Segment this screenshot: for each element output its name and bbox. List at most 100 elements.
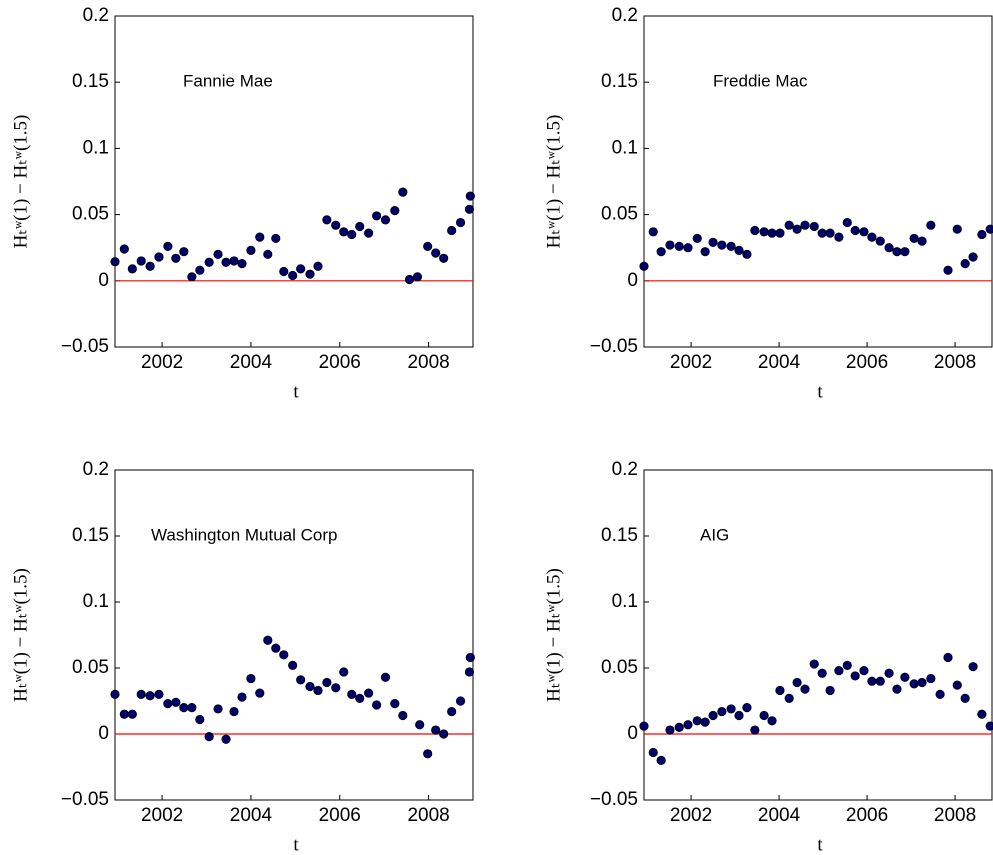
data-point xyxy=(305,269,315,279)
data-point xyxy=(404,274,415,285)
data-point xyxy=(900,672,910,682)
data-point xyxy=(439,253,449,263)
data-point xyxy=(119,709,129,719)
data-point xyxy=(648,747,658,758)
data-point xyxy=(834,232,844,242)
data-point xyxy=(179,247,189,257)
x-axis-label: t xyxy=(293,834,299,855)
data-point xyxy=(221,734,231,744)
data-point xyxy=(639,721,649,731)
x-axis-label: t xyxy=(817,381,823,402)
x-axis-label: t xyxy=(817,834,823,855)
data-point xyxy=(171,697,181,707)
data-point xyxy=(213,249,223,259)
data-point xyxy=(867,232,877,242)
y-axis-label: Hₜʷ(1) − Hₜʷ(1.5) xyxy=(543,568,564,702)
data-point xyxy=(875,236,885,246)
x-tick-label: 2004 xyxy=(230,352,273,373)
data-point xyxy=(255,688,265,698)
data-point xyxy=(700,247,710,257)
data-point xyxy=(136,256,146,266)
y-tick-label: −0.05 xyxy=(61,789,109,810)
data-point xyxy=(221,257,231,267)
data-point xyxy=(734,710,744,721)
data-point xyxy=(127,709,137,719)
data-point xyxy=(834,666,844,676)
data-point xyxy=(926,220,936,230)
y-axis-label: Hₜʷ(1) − Hₜʷ(1.5) xyxy=(10,568,31,702)
data-point xyxy=(145,261,155,271)
x-tick-label: 2004 xyxy=(758,805,801,826)
data-point xyxy=(439,729,449,739)
x-tick-label: 2002 xyxy=(141,352,183,373)
data-point xyxy=(313,685,323,696)
data-point xyxy=(943,652,953,663)
x-tick-label: 2008 xyxy=(407,352,449,373)
data-point xyxy=(825,685,835,696)
data-point xyxy=(850,671,860,681)
data-point xyxy=(952,680,962,690)
data-point xyxy=(683,243,693,253)
data-point xyxy=(119,244,129,254)
y-tick-label: 0.15 xyxy=(601,525,638,546)
data-point xyxy=(390,206,400,216)
y-tick-label: 0.15 xyxy=(72,71,109,92)
data-point xyxy=(145,691,155,701)
panel-title: Washington Mutual Corp xyxy=(151,525,337,544)
y-tick-label: 0.1 xyxy=(83,137,109,158)
data-point xyxy=(674,722,684,733)
data-point xyxy=(154,689,164,700)
data-point xyxy=(237,692,247,702)
data-point xyxy=(708,710,718,721)
y-tick-label: 0.05 xyxy=(72,204,109,225)
data-point xyxy=(809,221,819,232)
data-point xyxy=(775,228,785,238)
data-point xyxy=(263,635,273,645)
panel: −0.05 0 0.05 0.1 0.15 0.2 2002 2004 2006 2008 Wash… xyxy=(10,459,475,855)
data-point xyxy=(742,249,752,259)
data-point xyxy=(708,237,718,248)
data-point xyxy=(926,673,936,684)
data-point xyxy=(213,704,223,714)
panel: −0.05 0 0.05 0.1 0.15 0.2 2002 2004 2006 2008 Fred… xyxy=(543,5,993,402)
data-point xyxy=(447,225,457,236)
data-point xyxy=(171,253,181,263)
y-tick-label: 0.05 xyxy=(601,204,638,225)
data-point xyxy=(917,677,927,688)
data-point xyxy=(464,667,475,677)
y-tick-label: 0 xyxy=(627,270,638,291)
data-point xyxy=(271,643,281,653)
data-point xyxy=(717,240,727,250)
y-tick-label: 0.1 xyxy=(612,591,638,612)
data-point xyxy=(674,241,684,251)
y-tick-label: 0.2 xyxy=(612,5,638,26)
data-point xyxy=(985,224,993,234)
data-point xyxy=(372,211,382,221)
data-point xyxy=(909,679,919,689)
data-point xyxy=(859,227,869,237)
data-point xyxy=(355,693,365,703)
data-point xyxy=(398,710,408,721)
data-point xyxy=(665,240,675,250)
data-point xyxy=(423,749,433,759)
x-tick-label: 2002 xyxy=(141,805,183,826)
x-tick-label: 2004 xyxy=(230,805,273,826)
data-point xyxy=(977,229,987,240)
data-point xyxy=(734,245,744,255)
data-point xyxy=(985,721,993,731)
data-point xyxy=(431,248,441,258)
data-point xyxy=(398,187,408,197)
data-point xyxy=(465,652,475,663)
data-point xyxy=(364,228,374,238)
data-point xyxy=(355,221,365,232)
plot-area xyxy=(643,469,993,801)
data-point xyxy=(163,699,173,709)
y-tick-label: 0.2 xyxy=(83,459,109,480)
data-point xyxy=(455,696,466,706)
y-tick-label: 0 xyxy=(627,723,638,744)
data-point xyxy=(884,668,894,678)
data-point xyxy=(322,677,332,688)
data-point xyxy=(726,704,736,714)
data-point xyxy=(279,650,289,660)
data-point xyxy=(700,717,710,727)
